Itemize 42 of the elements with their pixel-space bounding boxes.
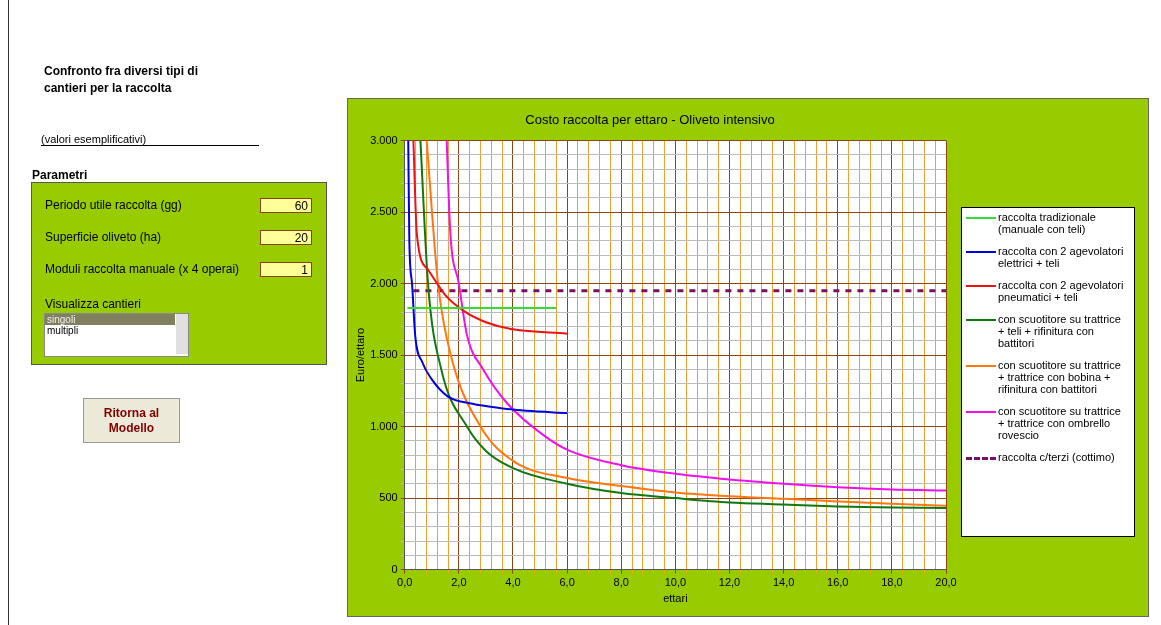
y-tick-label: 1.000 <box>370 419 398 432</box>
x-tick-label: 8,0 <box>613 576 629 589</box>
y-tick-label: 3.000 <box>370 133 398 146</box>
legend-label: con scuotitore su trattrice + teli + rifinitura con battitori <box>998 313 1122 349</box>
input-field: 1 <box>260 262 312 277</box>
x-tick-label: 12,0 <box>718 576 741 589</box>
text: Visualizza cantieri <box>45 297 141 311</box>
x-tick-label: 20,0 <box>935 576 957 589</box>
y-tick-label: 1.500 <box>370 348 398 361</box>
text: Superficie oliveto (ha) <box>45 230 162 244</box>
x-tick-label: 14,0 <box>772 576 795 589</box>
text: Confronto fra diversi tipi di cantieri per la raccolta <box>44 63 199 97</box>
x-tick-label: 4,0 <box>505 576 521 589</box>
text: (valori esemplificativi) <box>41 133 259 146</box>
input-field: 60 <box>260 198 312 213</box>
y-tick-label: 2.000 <box>370 276 398 289</box>
y-tick-label: 500 <box>379 491 398 504</box>
text: Moduli raccolta manuale (x 4 operai) <box>45 262 240 276</box>
legend-label: raccolta con 2 agevolatori elettrici + teli <box>998 245 1125 269</box>
legend-label: raccolta tradizionale (manuale con teli) <box>998 211 1097 235</box>
legend-label: raccolta con 2 agevolatori pneumatici + teli <box>998 279 1125 303</box>
legend-label: raccolta c/terzi (cottimo) <box>998 451 1115 463</box>
line-series <box>412 140 569 335</box>
text: Parametri <box>32 168 88 182</box>
x-tick-label: 18,0 <box>881 576 903 589</box>
chart-title: Costo raccolta per ettaro - Oliveto intensivo <box>525 112 775 128</box>
x-tick-label: 10,0 <box>664 576 687 589</box>
list-box: singoli multipli <box>44 313 189 357</box>
x-axis-title: ettari <box>663 592 688 605</box>
line-series <box>407 140 569 415</box>
x-tick-label: 2,0 <box>451 576 467 589</box>
input-field: 20 <box>260 230 312 245</box>
legend-label: con scuotitore su trattrice + trattrice con ombrello rovescio <box>998 405 1122 441</box>
y-tick-label: 0 <box>391 562 398 575</box>
x-tick-label: 6,0 <box>559 576 575 589</box>
y-tick-label: 2.500 <box>370 205 398 218</box>
button: Ritorna al Modello <box>83 398 180 443</box>
text: Periodo utile raccolta (gg) <box>45 198 182 212</box>
x-tick-label: 0,0 <box>397 576 413 589</box>
legend-label: con scuotitore su trattrice + trattrice con bobina + rifinitura con battitori <box>998 359 1122 395</box>
x-tick-label: 16,0 <box>827 576 849 589</box>
y-axis-title: Euro/ettaro <box>353 327 366 383</box>
